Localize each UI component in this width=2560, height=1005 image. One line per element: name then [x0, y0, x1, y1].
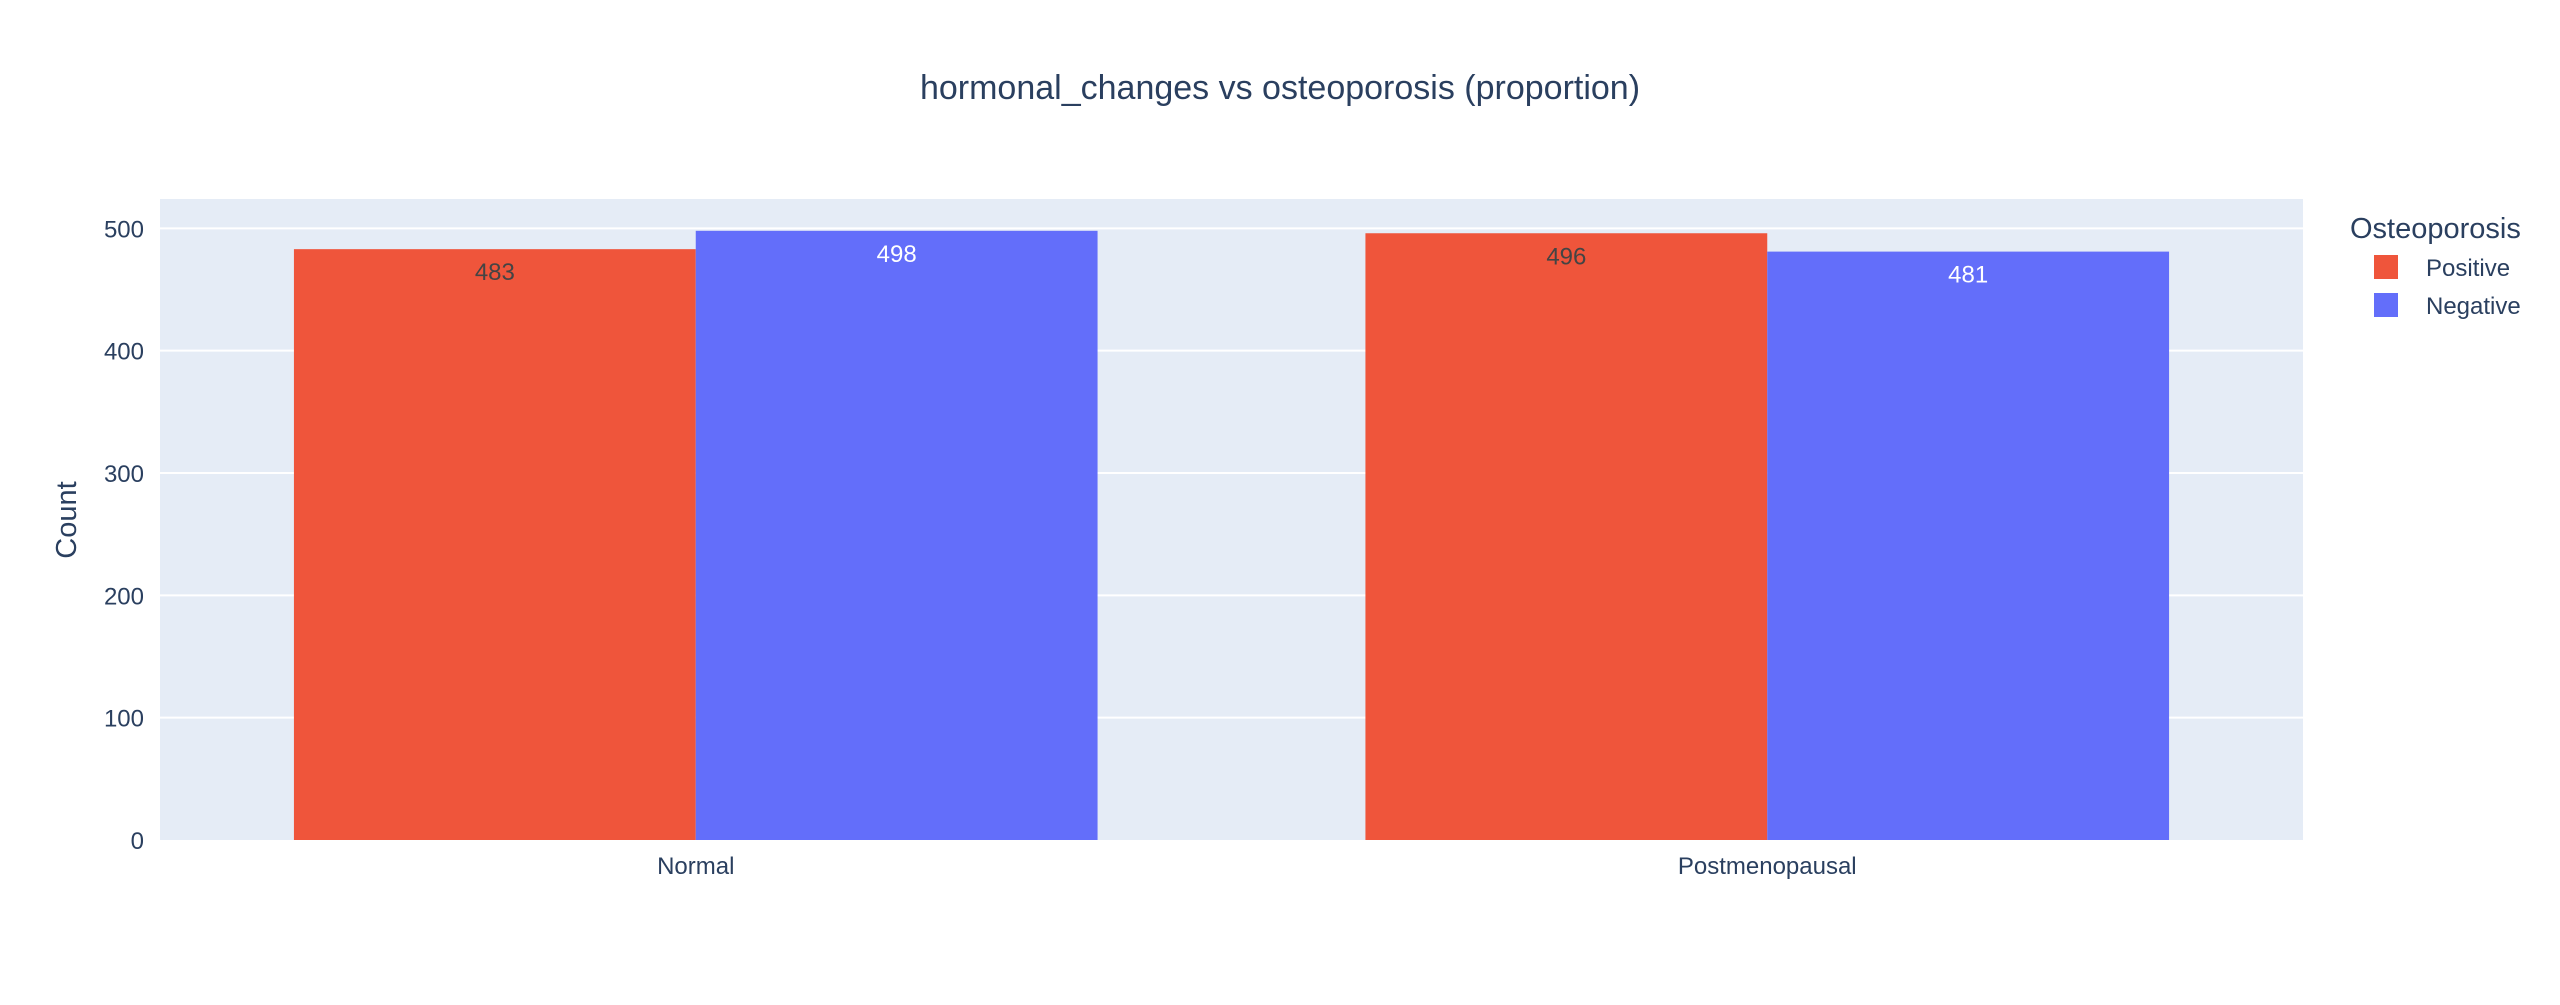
bar-positive-postmenopausal [1365, 233, 1768, 841]
y-tick-label: 400 [104, 339, 144, 366]
x-tick-label: Postmenopausal [1678, 853, 1857, 880]
bar-negative-postmenopausal [1767, 251, 2170, 841]
legend: Osteoporosis Positive Negative [2350, 213, 2521, 320]
legend-title: Osteoporosis [2350, 213, 2521, 245]
legend-swatch-negative [2374, 293, 2398, 317]
chart-title: hormonal_changes vs osteoporosis (propor… [920, 69, 1640, 107]
y-tick-label: 0 [131, 828, 144, 855]
bar-positive-normal [293, 249, 696, 840]
y-axis-title: Count [51, 481, 83, 558]
y-tick-label: 100 [104, 706, 144, 733]
data-label: 481 [1948, 262, 1988, 289]
data-label: 483 [475, 259, 515, 286]
y-tick-label: 300 [104, 461, 144, 488]
y-tick-label: 500 [104, 216, 144, 243]
y-tick-label: 200 [104, 583, 144, 610]
bar-negative-normal [695, 230, 1098, 840]
plot-area: 0 100 200 300 400 500 483 498 Normal 496 481 Postme… [104, 199, 2303, 880]
legend-label-positive: Positive [2426, 255, 2510, 282]
data-label: 496 [1546, 243, 1586, 270]
legend-label-negative: Negative [2426, 293, 2521, 320]
data-label: 498 [877, 241, 917, 268]
legend-swatch-positive [2374, 255, 2398, 279]
x-tick-label: Normal [657, 853, 734, 880]
